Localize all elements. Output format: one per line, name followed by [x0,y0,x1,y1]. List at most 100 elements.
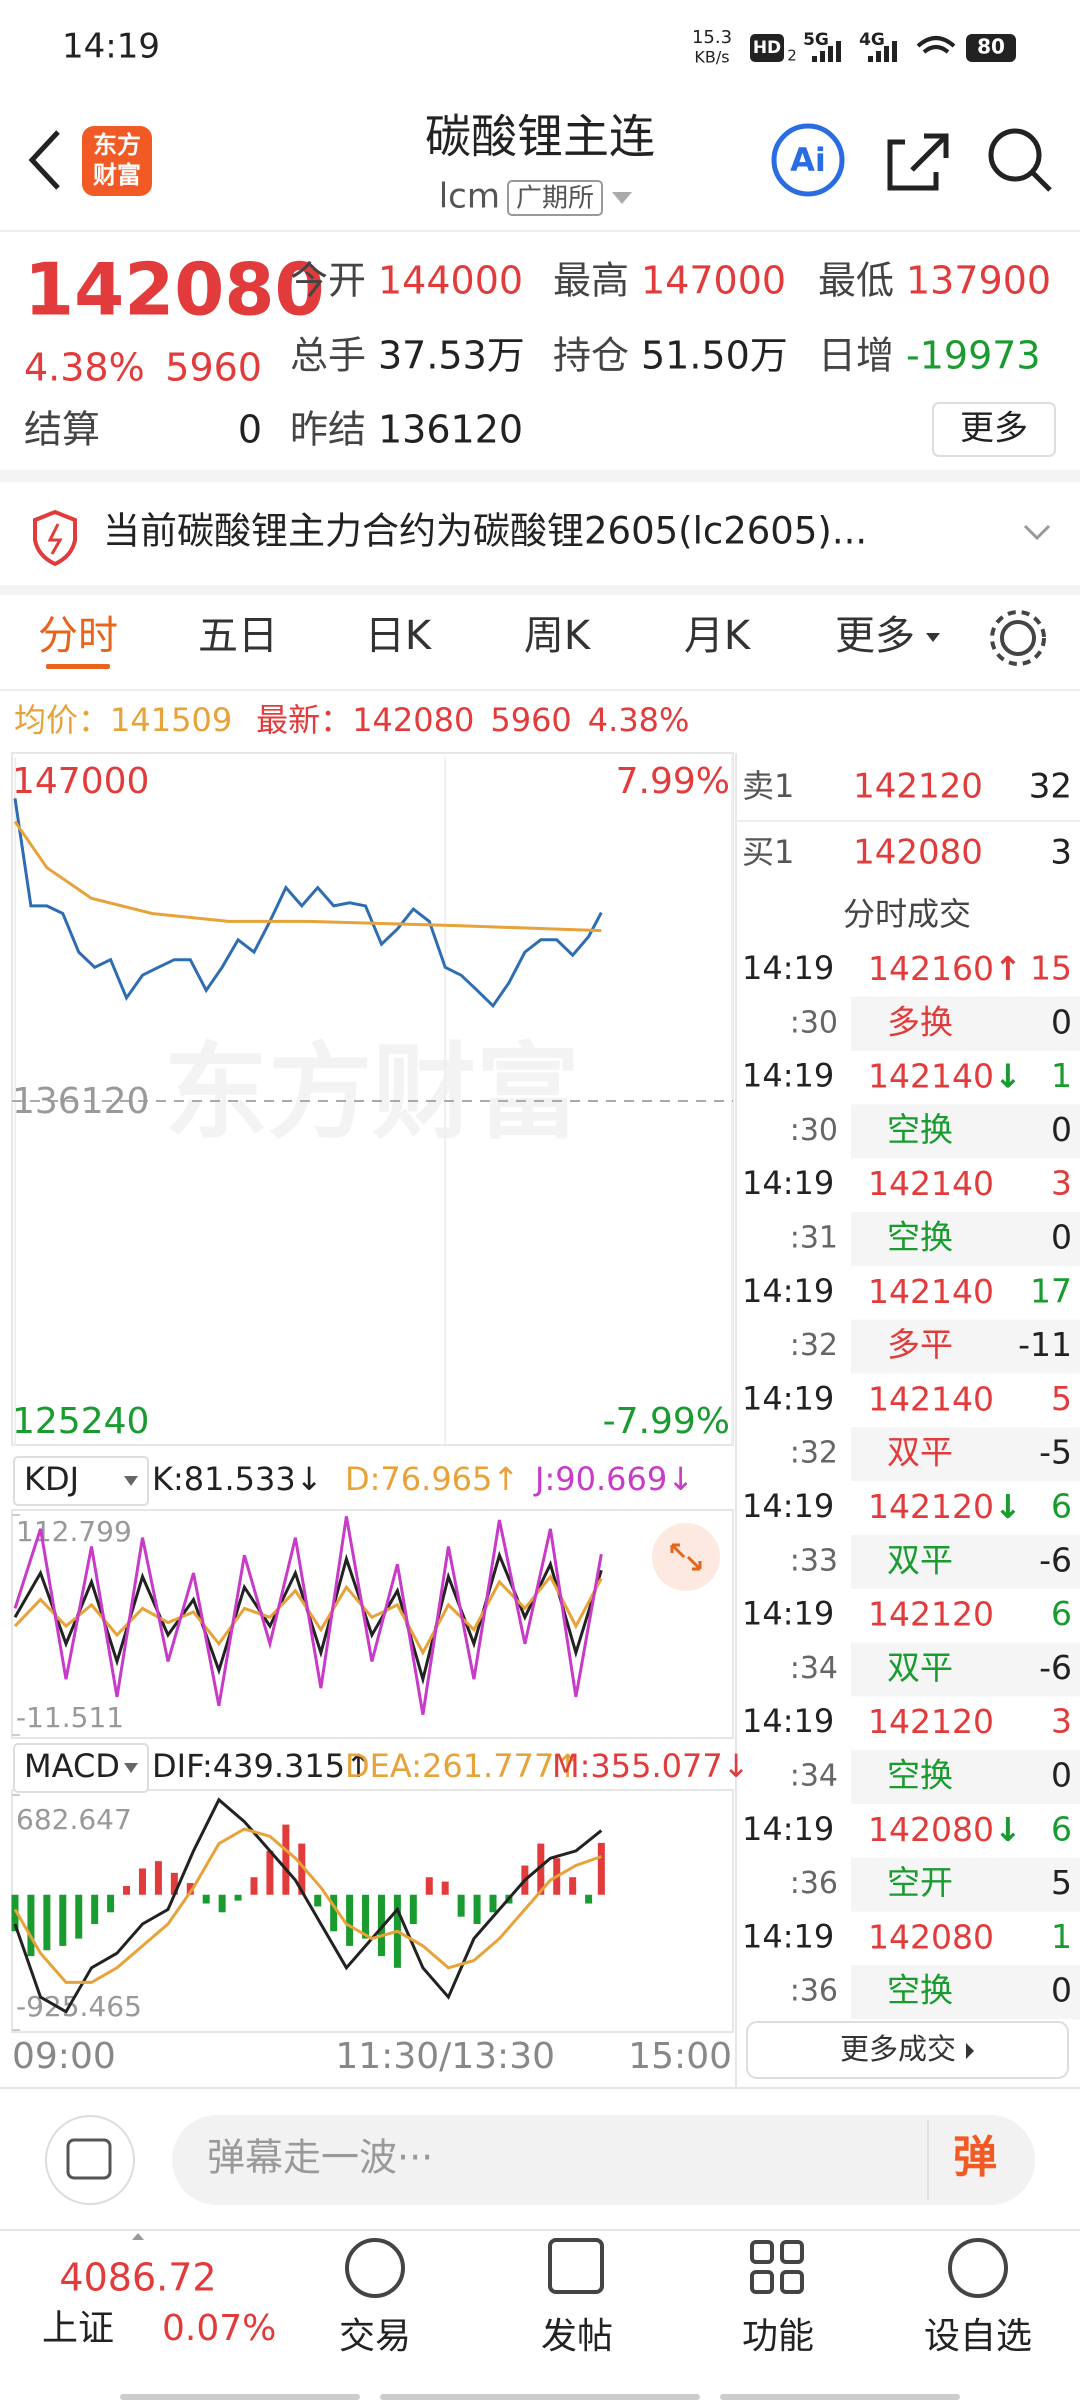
nav-item[interactable]: 交易 [339,2316,411,2357]
trade-second: :33 [790,1543,838,1578]
trade-row-bg [851,1642,1080,1697]
status-sim: 2 [787,47,797,65]
trade-price-value: 142120 [868,1702,994,1741]
logo-text: 东方 [93,131,141,159]
status-net1: 5G [803,30,829,50]
tab[interactable]: 五日 [198,613,278,659]
indicator-name: KDJ [24,1460,79,1498]
trade-price-value: 142140 [868,1271,994,1310]
status-speed: 15.3 [692,27,732,48]
stat-label: 昨结 [290,408,366,452]
trade-icon[interactable] [345,2238,405,2298]
trade-row-bg [851,1319,1080,1374]
status-speed-unit: KB/s [694,48,729,67]
macd-bar [425,1877,433,1895]
indicator-selector[interactable] [13,1743,149,1793]
ai-button[interactable] [771,123,845,197]
status-battery: 80 [977,35,1005,59]
tab[interactable]: 日K [365,613,433,659]
macd-bar [27,1894,35,1957]
trade-kind: 空开 [887,1863,953,1902]
trade-arrow: ↓ [994,1487,1022,1526]
notice-chevron[interactable] [1023,524,1051,541]
back-button[interactable] [28,130,60,190]
trade-price: 142140 [868,1271,994,1310]
trade-kind: 空换 [887,1110,953,1149]
expand-button[interactable] [652,1523,720,1591]
settle-value: 0 [238,408,262,452]
indicator-selector[interactable] [13,1456,149,1506]
home-indicator [120,2394,360,2400]
more-trades-button[interactable] [746,2021,1069,2079]
function-icon[interactable] [750,2240,774,2264]
tab[interactable]: 分时 [38,613,118,659]
stat-value: 147000 [641,259,786,303]
page-title: 碳酸锂主连 [425,110,655,164]
trade-row-bg [851,1427,1080,1482]
legend-entry: M:355.077↓ [552,1747,750,1785]
macd-bar [585,1894,593,1904]
nav-item[interactable]: 发帖 [541,2316,613,2357]
trade-second: :36 [790,1974,838,2009]
search-button[interactable] [988,128,1042,182]
nav-item[interactable]: 功能 [742,2316,814,2357]
trade-price: 142120 [868,1594,994,1633]
danmu-button: 弹 [953,2132,997,2183]
book-price: 142080 [853,833,983,873]
macd-bar [59,1894,67,1946]
book-label: 卖1 [742,767,794,805]
stat-label: 总手 [290,334,366,378]
battery [966,34,1016,62]
trade-volume: 3 [1051,1702,1072,1741]
signal-bar [876,51,881,62]
info-avg-label: 均价： [14,701,110,739]
series-line [13,1797,603,2014]
macd-bar [202,1894,210,1904]
trade-volume: 6 [1051,1487,1072,1526]
ai-label: Ai [790,141,826,179]
nav-item[interactable]: 设自选 [924,2316,1032,2357]
danmu-icon [66,2138,112,2180]
settle-label: 结算 [24,408,100,452]
logo [82,126,152,196]
watchlist-icon[interactable] [948,2238,1008,2298]
trade-row-bg [851,1965,1080,2020]
trade-arrow: ↓ [994,1809,1022,1848]
index-value: 4086.72 [59,2256,216,2300]
trade-price-value: 142080 [868,1809,994,1848]
post-icon[interactable] [548,2238,604,2294]
danmu-input[interactable] [172,2115,1035,2205]
info-change: 5960 [490,701,571,739]
trade-time: 14:19 [742,1917,834,1955]
more-button[interactable] [932,402,1056,457]
share-button[interactable] [887,133,949,191]
trade-price-value: 142140 [868,1379,994,1418]
trade-volume: 1 [1051,1056,1072,1095]
tab[interactable]: 更多 [835,613,915,659]
macd-bar [186,1883,194,1895]
info-bar: 均价：141509 最新：142080 5960 4.38% [14,701,689,739]
last-price: 142080 [24,248,325,332]
trade-time: 14:19 [742,949,834,987]
y-tick-label: 682.647 [16,1803,132,1836]
hd-badge [750,34,784,62]
trade-price: 142120 [868,1702,994,1741]
stat-value: -19973 [906,334,1041,378]
trade-second: :36 [790,1866,838,1901]
stat-value: 37.53万 [378,334,525,378]
macd-bar [250,1877,258,1895]
tab[interactable]: 周K [524,613,592,659]
macd-bar [346,1894,354,1946]
trade-kind: 空换 [887,1971,953,2010]
trade-time: 14:19 [742,1164,834,1202]
change: 5960 [165,346,262,390]
settings-button[interactable] [1000,620,1036,656]
macd-bar [11,1894,19,1932]
danmu-toggle[interactable] [45,2115,135,2205]
signal-bar [836,41,841,62]
macd-bar [489,1894,497,1913]
tab[interactable]: 月K [684,613,752,659]
trade-second: :32 [790,1436,838,1471]
stat-value: 51.50万 [641,334,788,378]
